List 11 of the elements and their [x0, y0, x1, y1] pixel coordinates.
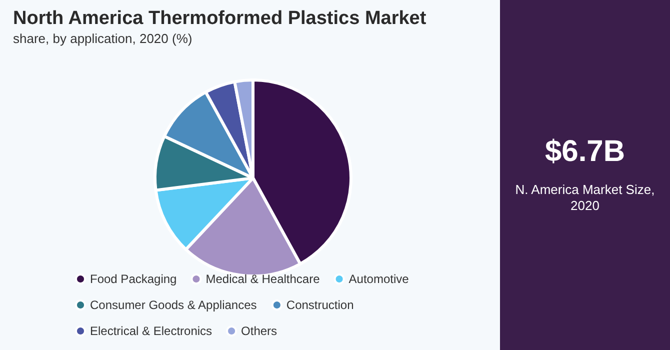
- chart-subtitle: share, by application, 2020 (%): [13, 31, 192, 46]
- text: $6.7B: [544, 135, 626, 169]
- text: N. America Market Size, 2020: [515, 182, 655, 214]
- legend-label: Electrical & Electronics: [90, 324, 212, 338]
- legend-label: Automotive: [348, 272, 410, 286]
- legend-label: Others: [241, 324, 278, 338]
- legend-label: Food Packaging: [90, 272, 177, 286]
- chart-title: North America Thermoformed Plastics Market: [13, 8, 427, 29]
- legend-label: Medical & Healthcare: [206, 272, 320, 286]
- legend-label: Consumer Goods & Appliances: [90, 298, 257, 312]
- legend-label: Construction: [286, 298, 354, 312]
